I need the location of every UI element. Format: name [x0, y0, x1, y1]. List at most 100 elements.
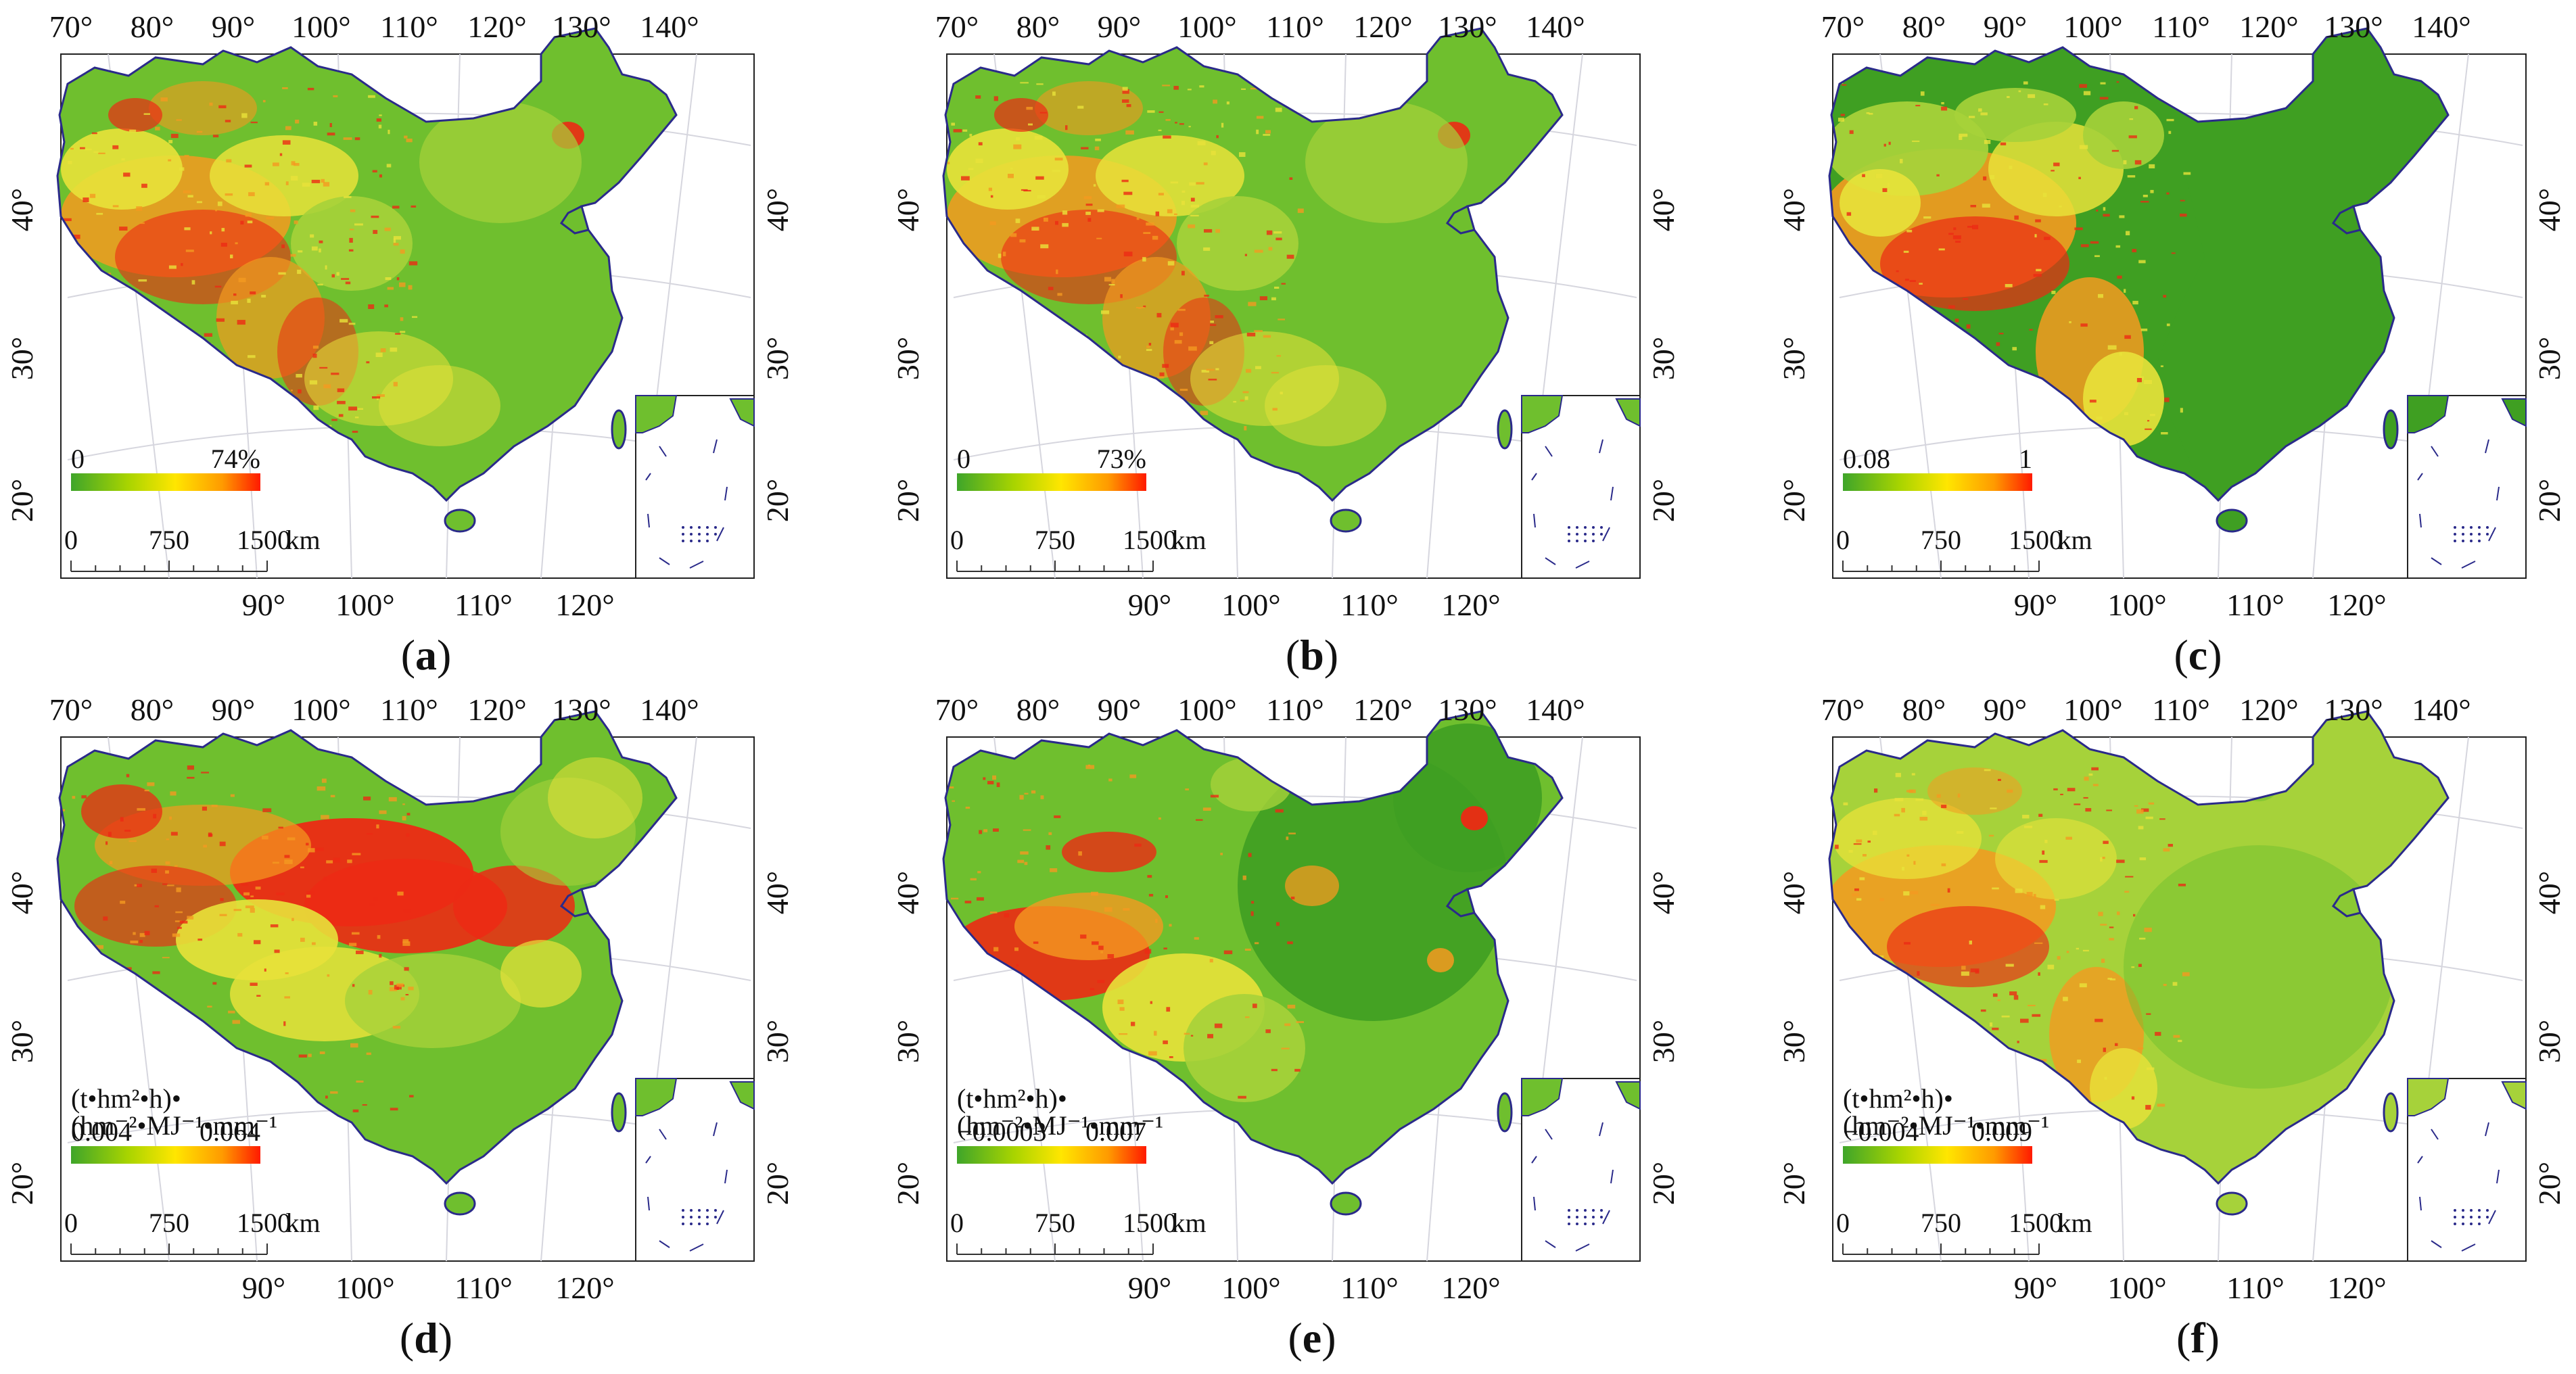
- panel-caption: (d): [400, 1314, 452, 1362]
- value-speck: [2100, 82, 2106, 85]
- bottom-longitude-label: 110°: [454, 588, 513, 622]
- value-speck: [1165, 119, 1171, 121]
- inset-island-dot: [1576, 540, 1578, 542]
- inset-island-dot: [2454, 533, 2456, 536]
- value-speck: [400, 997, 405, 1001]
- value-speck: [989, 911, 998, 914]
- value-speck: [2103, 207, 2106, 211]
- caption-paren: ): [438, 1314, 452, 1362]
- value-speck: [1131, 1022, 1135, 1026]
- top-longitude-label: 100°: [291, 9, 350, 44]
- value-speck: [993, 96, 998, 101]
- value-speck: [307, 87, 314, 91]
- value-speck: [1163, 135, 1171, 139]
- dash: [647, 513, 650, 528]
- value-speck: [400, 331, 406, 333]
- value-speck: [128, 840, 137, 843]
- value-speck: [356, 950, 364, 955]
- top-longitude-label: 120°: [467, 692, 526, 727]
- value-speck: [231, 300, 238, 305]
- value-patch: [1177, 196, 1298, 291]
- value-speck: [63, 218, 72, 221]
- value-speck: [2103, 840, 2109, 845]
- top-longitude-label: 120°: [2239, 692, 2298, 727]
- value-speck: [121, 158, 125, 161]
- value-patch: [149, 81, 257, 135]
- inset-island-dot: [1584, 526, 1587, 529]
- value-speck: [129, 129, 137, 133]
- value-speck: [354, 417, 359, 419]
- caption-paren: (: [401, 631, 415, 679]
- value-speck: [354, 137, 360, 141]
- value-speck: [240, 220, 244, 224]
- value-speck: [166, 884, 174, 886]
- legend-colorbar: [1843, 473, 2032, 491]
- value-speck: [323, 876, 327, 881]
- top-longitude-label: 90°: [212, 692, 255, 727]
- value-speck: [314, 847, 324, 851]
- legend-colorbar: [957, 473, 1146, 491]
- value-patch: [947, 128, 1069, 210]
- taiwan-island: [1497, 1092, 1513, 1133]
- dash: [1531, 1156, 1537, 1164]
- nine-dash-line: [1531, 1122, 1614, 1252]
- value-speck: [1010, 167, 1013, 170]
- top-longitude-label: 80°: [131, 692, 174, 727]
- value-speck: [393, 243, 399, 246]
- value-speck: [313, 122, 318, 126]
- map-panel-d: 70° 80° 90° 100° 110° 120° 130° 140° 90° 100° 110°…: [0, 683, 852, 1366]
- value-speck: [1852, 893, 1860, 897]
- value-speck: [103, 916, 108, 921]
- value-speck: [1242, 875, 1246, 880]
- coastline: [56, 710, 678, 1185]
- dash: [716, 1210, 724, 1225]
- value-speck: [225, 120, 231, 122]
- value-speck: [1175, 122, 1177, 124]
- value-speck: [312, 346, 319, 349]
- bottom-longitude-label: 100°: [2107, 588, 2166, 622]
- value-speck: [211, 805, 218, 807]
- value-speck: [179, 920, 188, 924]
- value-speck: [384, 227, 391, 231]
- dash: [1602, 527, 1610, 542]
- value-patch: [1995, 818, 2117, 899]
- value-patch: [1184, 994, 1305, 1102]
- value-speck: [1097, 980, 1105, 983]
- value-speck: [1177, 308, 1186, 311]
- map-figure: 70° 80° 90° 100° 110° 120° 130° 140°90° 100° 110°…: [1777, 9, 2567, 679]
- value-speck: [993, 947, 999, 951]
- value-speck: [1085, 765, 1095, 769]
- inset-island-dot: [2462, 1209, 2464, 1212]
- value-speck: [350, 209, 356, 212]
- value-speck: [210, 231, 212, 235]
- top-longitude-label: 70°: [49, 692, 93, 727]
- value-speck: [1274, 286, 1280, 289]
- value-speck: [1210, 795, 1219, 798]
- value-speck: [1287, 941, 1293, 945]
- value-speck: [1104, 907, 1113, 912]
- value-speck: [336, 272, 339, 276]
- inset-island-dot: [2478, 1209, 2481, 1212]
- value-speck: [319, 1051, 325, 1054]
- value-speck: [298, 250, 303, 253]
- value-speck: [1122, 89, 1129, 94]
- value-speck: [323, 182, 330, 187]
- inset-island-dot: [698, 540, 701, 542]
- value-speck: [2124, 412, 2128, 415]
- top-longitude-label: 70°: [935, 9, 979, 44]
- value-patch: [291, 196, 413, 291]
- value-patch: [1393, 724, 1542, 872]
- value-speck: [2101, 958, 2105, 963]
- value-speck: [170, 832, 178, 836]
- value-speck: [1941, 805, 1947, 809]
- value-speck: [1263, 134, 1271, 136]
- value-speck: [352, 984, 355, 987]
- value-speck: [376, 118, 381, 122]
- dash: [2431, 557, 2442, 565]
- top-longitude-label: 130°: [552, 9, 611, 44]
- right-latitude-label: 40°: [760, 188, 795, 231]
- inset-island-dot: [682, 540, 684, 542]
- value-speck: [187, 916, 194, 920]
- value-speck: [349, 237, 353, 243]
- value-speck: [1170, 326, 1174, 331]
